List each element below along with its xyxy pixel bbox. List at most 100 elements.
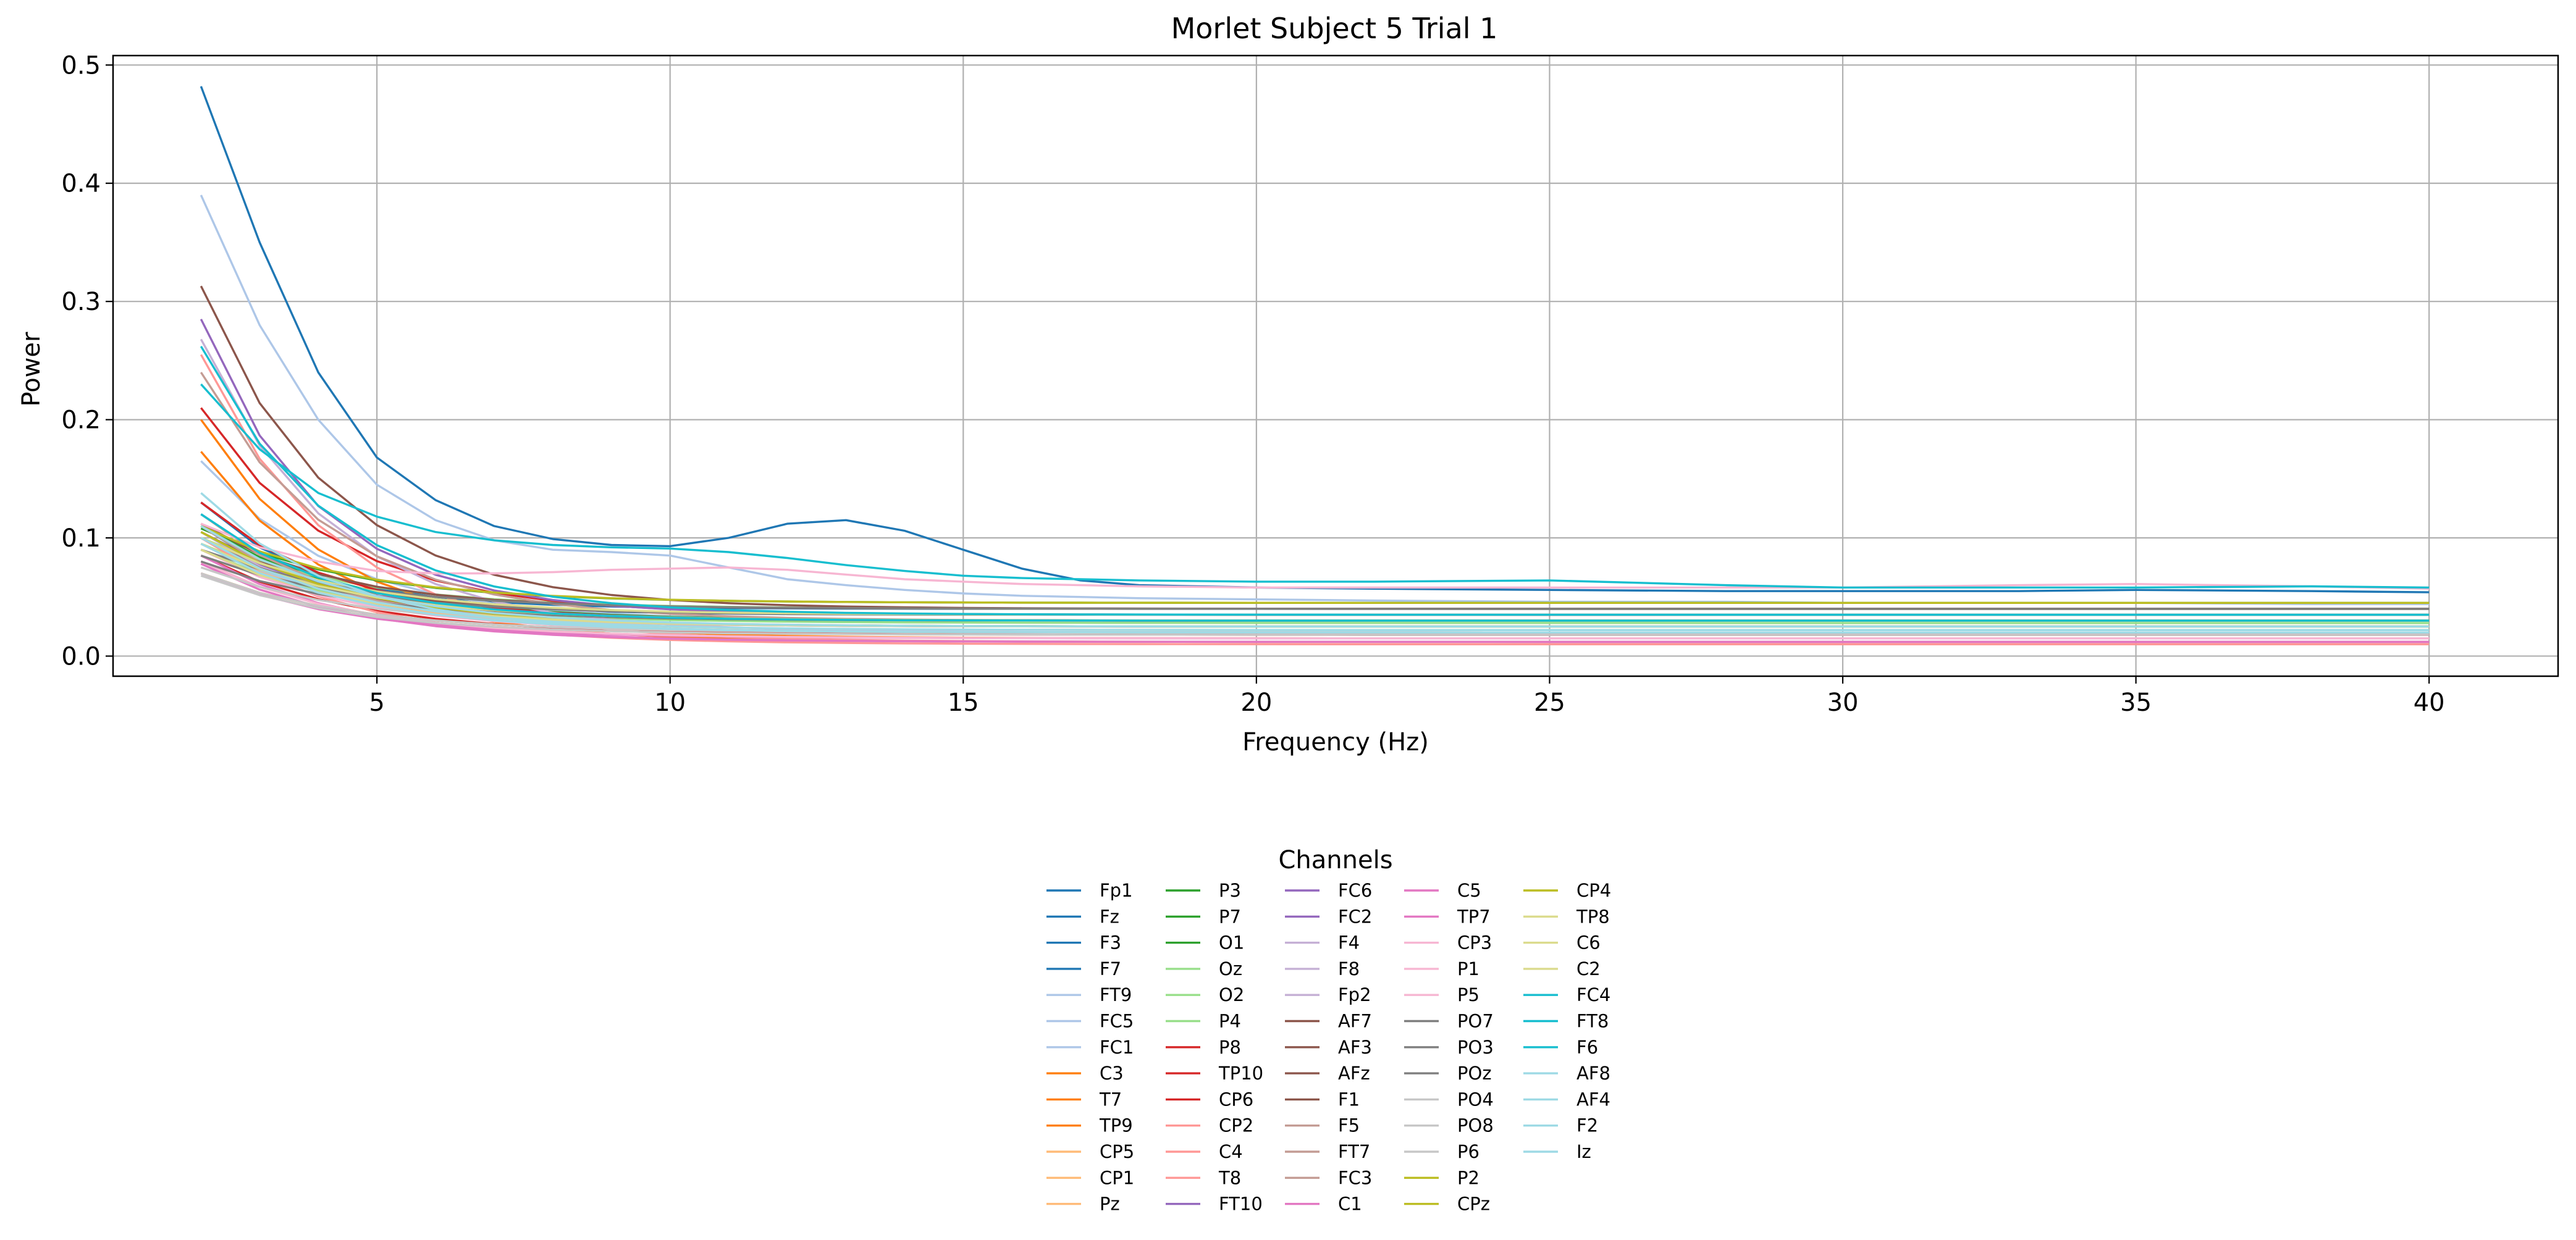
grid-lines: [113, 56, 2558, 676]
series-line-f7: [200, 86, 2430, 593]
legend-entry-afz: AFz: [1285, 1063, 1370, 1084]
legend-entry-tp7: TP7: [1404, 906, 1491, 927]
y-axis-label: Power: [17, 332, 46, 406]
legend-entry-c2: C2: [1523, 958, 1601, 979]
legend-entry-p1: P1: [1404, 958, 1480, 979]
legend-entry-ft9: FT9: [1046, 984, 1132, 1005]
legend-entry-cpz: CPz: [1404, 1194, 1490, 1215]
y-tick-label: 0.3: [61, 288, 101, 316]
legend-label: FT7: [1338, 1141, 1370, 1162]
legend-label: Fp2: [1338, 984, 1371, 1005]
series-line-af8: [200, 525, 2430, 628]
legend-entry-ft10: FT10: [1166, 1194, 1263, 1215]
legend-label: FC3: [1338, 1167, 1372, 1188]
series-line-p6: [200, 574, 2430, 636]
legend-label: FT9: [1100, 984, 1132, 1005]
legend-label: O2: [1219, 984, 1244, 1005]
legend-label: F1: [1338, 1089, 1360, 1110]
legend-entry-f8: F8: [1285, 958, 1360, 979]
legend-entry-af8: AF8: [1523, 1063, 1610, 1084]
legend-label: P6: [1457, 1141, 1480, 1162]
legend-label: T7: [1099, 1089, 1122, 1110]
series-line-c3: [200, 419, 2430, 640]
series-line-c5: [200, 563, 2430, 643]
legend-label: PO7: [1457, 1011, 1494, 1032]
y-tick-label: 0.5: [61, 51, 101, 80]
legend-entry-c6: C6: [1523, 932, 1601, 953]
legend-label: TP10: [1218, 1063, 1263, 1084]
legend-label: FT10: [1219, 1194, 1263, 1215]
legend-label: Oz: [1219, 958, 1242, 979]
legend-entry-c1: C1: [1285, 1194, 1362, 1215]
legend-label: CP5: [1100, 1141, 1134, 1162]
legend-entry-fc1: FC1: [1046, 1037, 1134, 1058]
legend-entry-iz: Iz: [1523, 1141, 1591, 1162]
legend-label: F5: [1338, 1115, 1360, 1136]
legend-entry-ft7: FT7: [1285, 1141, 1370, 1162]
series-line-af4: [200, 537, 2430, 631]
legend-entry-f5: F5: [1285, 1115, 1360, 1136]
chart-title: Morlet Subject 5 Trial 1: [1171, 12, 1498, 45]
legend-label: PO8: [1457, 1115, 1494, 1136]
legend-label: O1: [1219, 932, 1244, 953]
legend-entry-cp3: CP3: [1404, 932, 1492, 953]
legend-entry-po4: PO4: [1404, 1089, 1494, 1110]
legend-label: P7: [1219, 906, 1241, 927]
legend: Channels Fp1 Fz F3 F7 FT9 FC5 FC1 C3 T7 TP9 CP5 CP1…: [1046, 846, 1611, 1215]
legend-entry-cp2: CP2: [1166, 1115, 1253, 1136]
y-axis-ticks: 0.0 0.1 0.2 0.3 0.4 0.5: [61, 51, 113, 671]
legend-label: C5: [1457, 880, 1481, 901]
legend-entry-ft8: FT8: [1523, 1011, 1609, 1032]
legend-entry-p8: P8: [1166, 1037, 1241, 1058]
legend-entry-fc4: FC4: [1523, 984, 1610, 1005]
legend-items: Fp1 Fz F3 F7 FT9 FC5 FC1 C3 T7 TP9 CP5 CP1 Pz P3 P7 O1 O…: [1046, 880, 1611, 1215]
legend-label: Fp1: [1100, 880, 1133, 901]
legend-label: TP8: [1576, 906, 1610, 927]
legend-label: F2: [1576, 1115, 1598, 1136]
legend-entry-o1: O1: [1166, 932, 1244, 953]
legend-label: F6: [1576, 1037, 1598, 1058]
legend-label: TP7: [1457, 906, 1491, 927]
legend-entry-tp9: TP9: [1046, 1115, 1133, 1136]
legend-label: CP2: [1219, 1115, 1253, 1136]
x-tick-label: 20: [1240, 689, 1272, 717]
legend-entry-af4: AF4: [1523, 1089, 1610, 1110]
x-tick-label: 40: [2414, 689, 2445, 717]
legend-entry-p2: P2: [1404, 1167, 1480, 1188]
legend-label: FC2: [1338, 906, 1372, 927]
legend-entry-cp4: CP4: [1523, 880, 1611, 901]
x-tick-label: 5: [369, 689, 384, 717]
legend-entry-po7: PO7: [1404, 1011, 1494, 1032]
x-tick-label: 35: [2120, 689, 2152, 717]
legend-title: Channels: [1278, 846, 1392, 874]
legend-entry-fp1: Fp1: [1046, 880, 1133, 901]
legend-label: F4: [1338, 932, 1360, 953]
legend-label: C2: [1576, 958, 1601, 979]
legend-entry-t7: T7: [1046, 1089, 1122, 1110]
legend-label: AF8: [1576, 1063, 1610, 1084]
legend-entry-f7: F7: [1046, 958, 1121, 979]
series-line-cp4: [200, 525, 2430, 604]
y-tick-label: 0.0: [61, 642, 101, 671]
series-line-fc6: [200, 319, 2430, 616]
legend-entry-p3: P3: [1166, 880, 1241, 901]
legend-label: FT8: [1576, 1011, 1609, 1032]
series-line-p5: [200, 522, 2430, 590]
legend-entry-fc6: FC6: [1285, 880, 1372, 901]
legend-entry-f2: F2: [1523, 1115, 1598, 1136]
y-tick-label: 0.2: [61, 406, 101, 435]
series-line-ft8: [200, 346, 2430, 616]
x-tick-label: 15: [948, 689, 979, 717]
legend-label: P5: [1457, 984, 1480, 1005]
legend-label: CP6: [1219, 1089, 1253, 1110]
legend-entry-fc5: FC5: [1046, 1011, 1134, 1032]
legend-entry-f3: F3: [1046, 932, 1121, 953]
x-axis-label: Frequency (Hz): [1242, 728, 1429, 756]
series-line-f6: [200, 513, 2430, 622]
legend-entry-poz: POz: [1404, 1063, 1492, 1084]
legend-label: C3: [1100, 1063, 1124, 1084]
legend-entry-cp5: CP5: [1046, 1141, 1134, 1162]
legend-label: AF7: [1338, 1011, 1372, 1032]
series-line-o1: [200, 527, 2430, 604]
